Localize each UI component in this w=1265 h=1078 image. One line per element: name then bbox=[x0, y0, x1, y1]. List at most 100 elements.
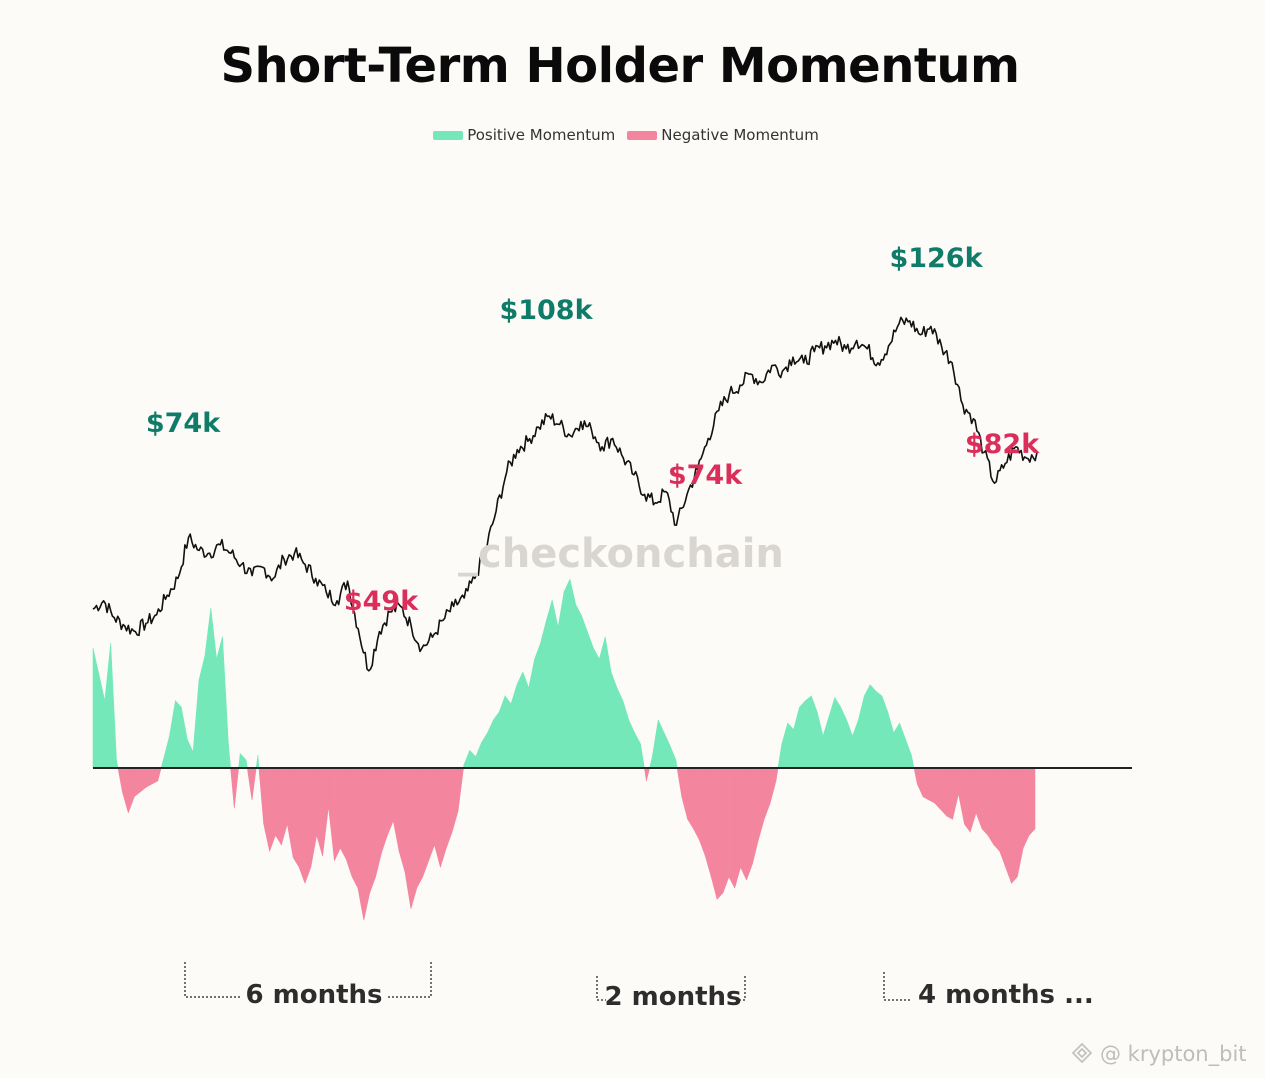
negative-momentum-area bbox=[758, 767, 765, 841]
negative-momentum-area bbox=[710, 767, 718, 900]
negative-momentum-area bbox=[334, 767, 341, 861]
negative-momentum-area bbox=[1022, 767, 1030, 849]
negative-momentum-area bbox=[1028, 767, 1036, 836]
negative-momentum-area bbox=[369, 767, 376, 893]
positive-momentum-area bbox=[510, 684, 518, 769]
negative-momentum-area bbox=[451, 767, 459, 833]
positive-momentum-area bbox=[239, 752, 247, 769]
positive-momentum-area bbox=[181, 707, 188, 769]
negative-momentum-area bbox=[122, 767, 129, 813]
negative-momentum-area bbox=[328, 767, 335, 861]
positive-momentum-area bbox=[669, 745, 677, 769]
negative-momentum-area bbox=[440, 767, 447, 868]
negative-momentum-area bbox=[304, 767, 312, 884]
positive-momentum-area bbox=[777, 743, 783, 769]
negative-momentum-area bbox=[357, 767, 365, 921]
positive-momentum-area bbox=[652, 719, 659, 769]
negative-momentum-area bbox=[363, 767, 370, 921]
positive-momentum-area bbox=[192, 679, 200, 769]
negative-momentum-area bbox=[969, 767, 977, 833]
negative-momentum-area bbox=[746, 767, 753, 881]
positive-momentum-area bbox=[540, 620, 547, 769]
positive-momentum-area bbox=[834, 696, 841, 769]
positive-momentum-area bbox=[805, 695, 812, 769]
period-label-4-months: 4 months ... bbox=[918, 980, 1094, 1010]
binance-logo-icon bbox=[1071, 1042, 1093, 1064]
negative-momentum-area bbox=[693, 767, 700, 841]
negative-momentum-area bbox=[381, 767, 388, 853]
positive-momentum-area bbox=[104, 643, 111, 769]
positive-momentum-area bbox=[563, 579, 571, 769]
negative-momentum-area bbox=[928, 767, 936, 804]
positive-momentum-area bbox=[858, 695, 865, 769]
annotation-low-74k: $74k bbox=[668, 460, 743, 491]
positive-momentum-area bbox=[463, 750, 471, 769]
negative-momentum-area bbox=[681, 767, 688, 820]
negative-momentum-area bbox=[958, 767, 965, 825]
negative-momentum-area bbox=[763, 767, 771, 820]
positive-momentum-area bbox=[864, 684, 871, 769]
period-label-2-months: 2 months bbox=[604, 982, 741, 1012]
annotation-low-49k: $49k bbox=[344, 586, 419, 617]
positive-momentum-area bbox=[816, 711, 824, 769]
negative-momentum-area bbox=[340, 767, 347, 860]
positive-momentum-area bbox=[793, 707, 800, 769]
negative-momentum-area bbox=[310, 767, 317, 868]
positive-momentum-area bbox=[493, 711, 500, 769]
negative-momentum-area bbox=[416, 767, 423, 889]
negative-momentum-area bbox=[922, 767, 930, 801]
positive-momentum-area bbox=[551, 599, 559, 769]
negative-momentum-area bbox=[722, 767, 730, 893]
positive-momentum-area bbox=[905, 739, 912, 769]
negative-momentum-area bbox=[917, 767, 924, 797]
negative-momentum-area bbox=[258, 767, 264, 825]
positive-momentum-area bbox=[204, 607, 212, 769]
positive-momentum-area bbox=[875, 690, 883, 769]
negative-momentum-area bbox=[775, 767, 779, 781]
positive-momentum-area bbox=[593, 647, 600, 769]
watermark-krypton-bit: @ krypton_bit bbox=[1100, 1042, 1247, 1067]
legend: Positive Momentum Negative Momentum bbox=[0, 126, 1252, 144]
positive-momentum-area bbox=[469, 749, 476, 769]
negative-momentum-area bbox=[287, 767, 294, 858]
positive-momentum-area bbox=[186, 739, 194, 769]
price-line bbox=[92, 316, 1038, 672]
positive-momentum-area bbox=[881, 695, 889, 769]
annotation-high-74k: $74k bbox=[146, 408, 221, 439]
negative-momentum-area bbox=[752, 767, 759, 865]
positive-momentum-area bbox=[852, 719, 859, 769]
annotation-high-108k: $108k bbox=[499, 295, 593, 326]
negative-momentum-area bbox=[128, 767, 135, 813]
negative-momentum-area bbox=[133, 767, 147, 798]
legend-label-negative: Negative Momentum bbox=[661, 126, 819, 144]
positive-momentum-area bbox=[522, 671, 529, 769]
positive-momentum-area bbox=[498, 695, 506, 769]
positive-momentum-area bbox=[604, 636, 612, 769]
positive-momentum-area bbox=[846, 719, 853, 769]
negative-momentum-area bbox=[292, 767, 300, 869]
negative-momentum-area bbox=[1017, 767, 1024, 877]
negative-momentum-area bbox=[298, 767, 306, 884]
positive-momentum-area bbox=[504, 695, 512, 769]
positive-momentum-area bbox=[245, 759, 248, 769]
negative-momentum-area bbox=[734, 767, 741, 889]
positive-momentum-area bbox=[175, 700, 182, 769]
positive-momentum-area bbox=[781, 723, 788, 769]
negative-momentum-area bbox=[987, 767, 995, 846]
positive-momentum-area bbox=[893, 722, 900, 769]
positive-momentum-area bbox=[569, 579, 577, 769]
negative-momentum-area bbox=[457, 767, 464, 812]
positive-momentum-area bbox=[575, 604, 582, 769]
momentum-area-group bbox=[92, 579, 1036, 921]
positive-momentum-area bbox=[169, 700, 176, 769]
negative-momentum-area bbox=[263, 767, 270, 852]
negative-momentum-area bbox=[157, 767, 162, 781]
positive-momentum-area bbox=[557, 591, 565, 769]
positive-momentum-area bbox=[228, 743, 231, 769]
positive-momentum-area bbox=[822, 716, 830, 769]
positive-momentum-area bbox=[475, 742, 482, 769]
negative-momentum-area bbox=[393, 767, 400, 852]
negative-momentum-area bbox=[993, 767, 1000, 852]
negative-momentum-area bbox=[316, 767, 323, 857]
